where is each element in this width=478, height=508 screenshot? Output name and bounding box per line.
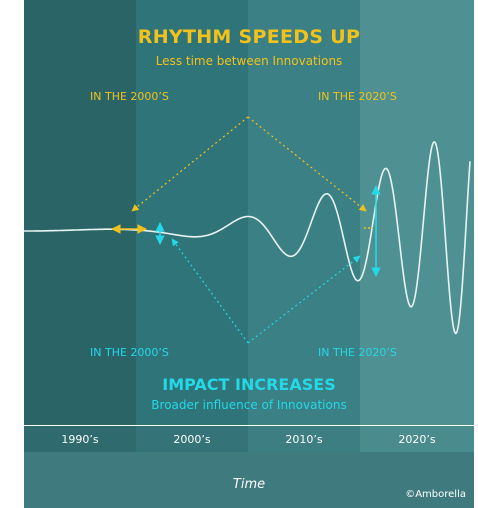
band-2000s — [136, 0, 248, 452]
rhythm-subtitle: Less time between Innovations — [155, 54, 343, 68]
decade-bar — [24, 425, 474, 452]
rhythm-pointer-right — [247, 116, 367, 212]
rhythm-title: RHYTHM SPEEDS UP — [137, 26, 361, 48]
innovation-wave — [24, 141, 471, 335]
rhythm-label-2020s: IN THE 2020’S — [318, 90, 397, 103]
decade-2010s: 2010’s — [285, 433, 323, 446]
impact-pointer-left — [171, 238, 249, 344]
diagram-canvas: RHYTHM SPEEDS UP Less time between Innov… — [24, 0, 474, 508]
impact-subtitle: Broader influence of Innovations — [151, 398, 347, 412]
impact-title: IMPACT INCREASES — [162, 375, 336, 394]
decade-2000s: 2000’s — [173, 433, 211, 446]
time-axis-label: Time — [232, 477, 266, 492]
impact-label-2020s: IN THE 2020’S — [318, 346, 397, 359]
time-footer — [24, 452, 474, 508]
rhythm-pointer-left — [131, 116, 249, 212]
rhythm-label-2000s: IN THE 2000’S — [90, 90, 169, 103]
decade-1990s: 1990’s — [61, 433, 99, 446]
credit: ©Amborella — [405, 489, 466, 500]
impact-label-2000s: IN THE 2000’S — [90, 346, 169, 359]
impact-pointer-right — [247, 255, 361, 344]
decade-2020s: 2020’s — [398, 433, 436, 446]
